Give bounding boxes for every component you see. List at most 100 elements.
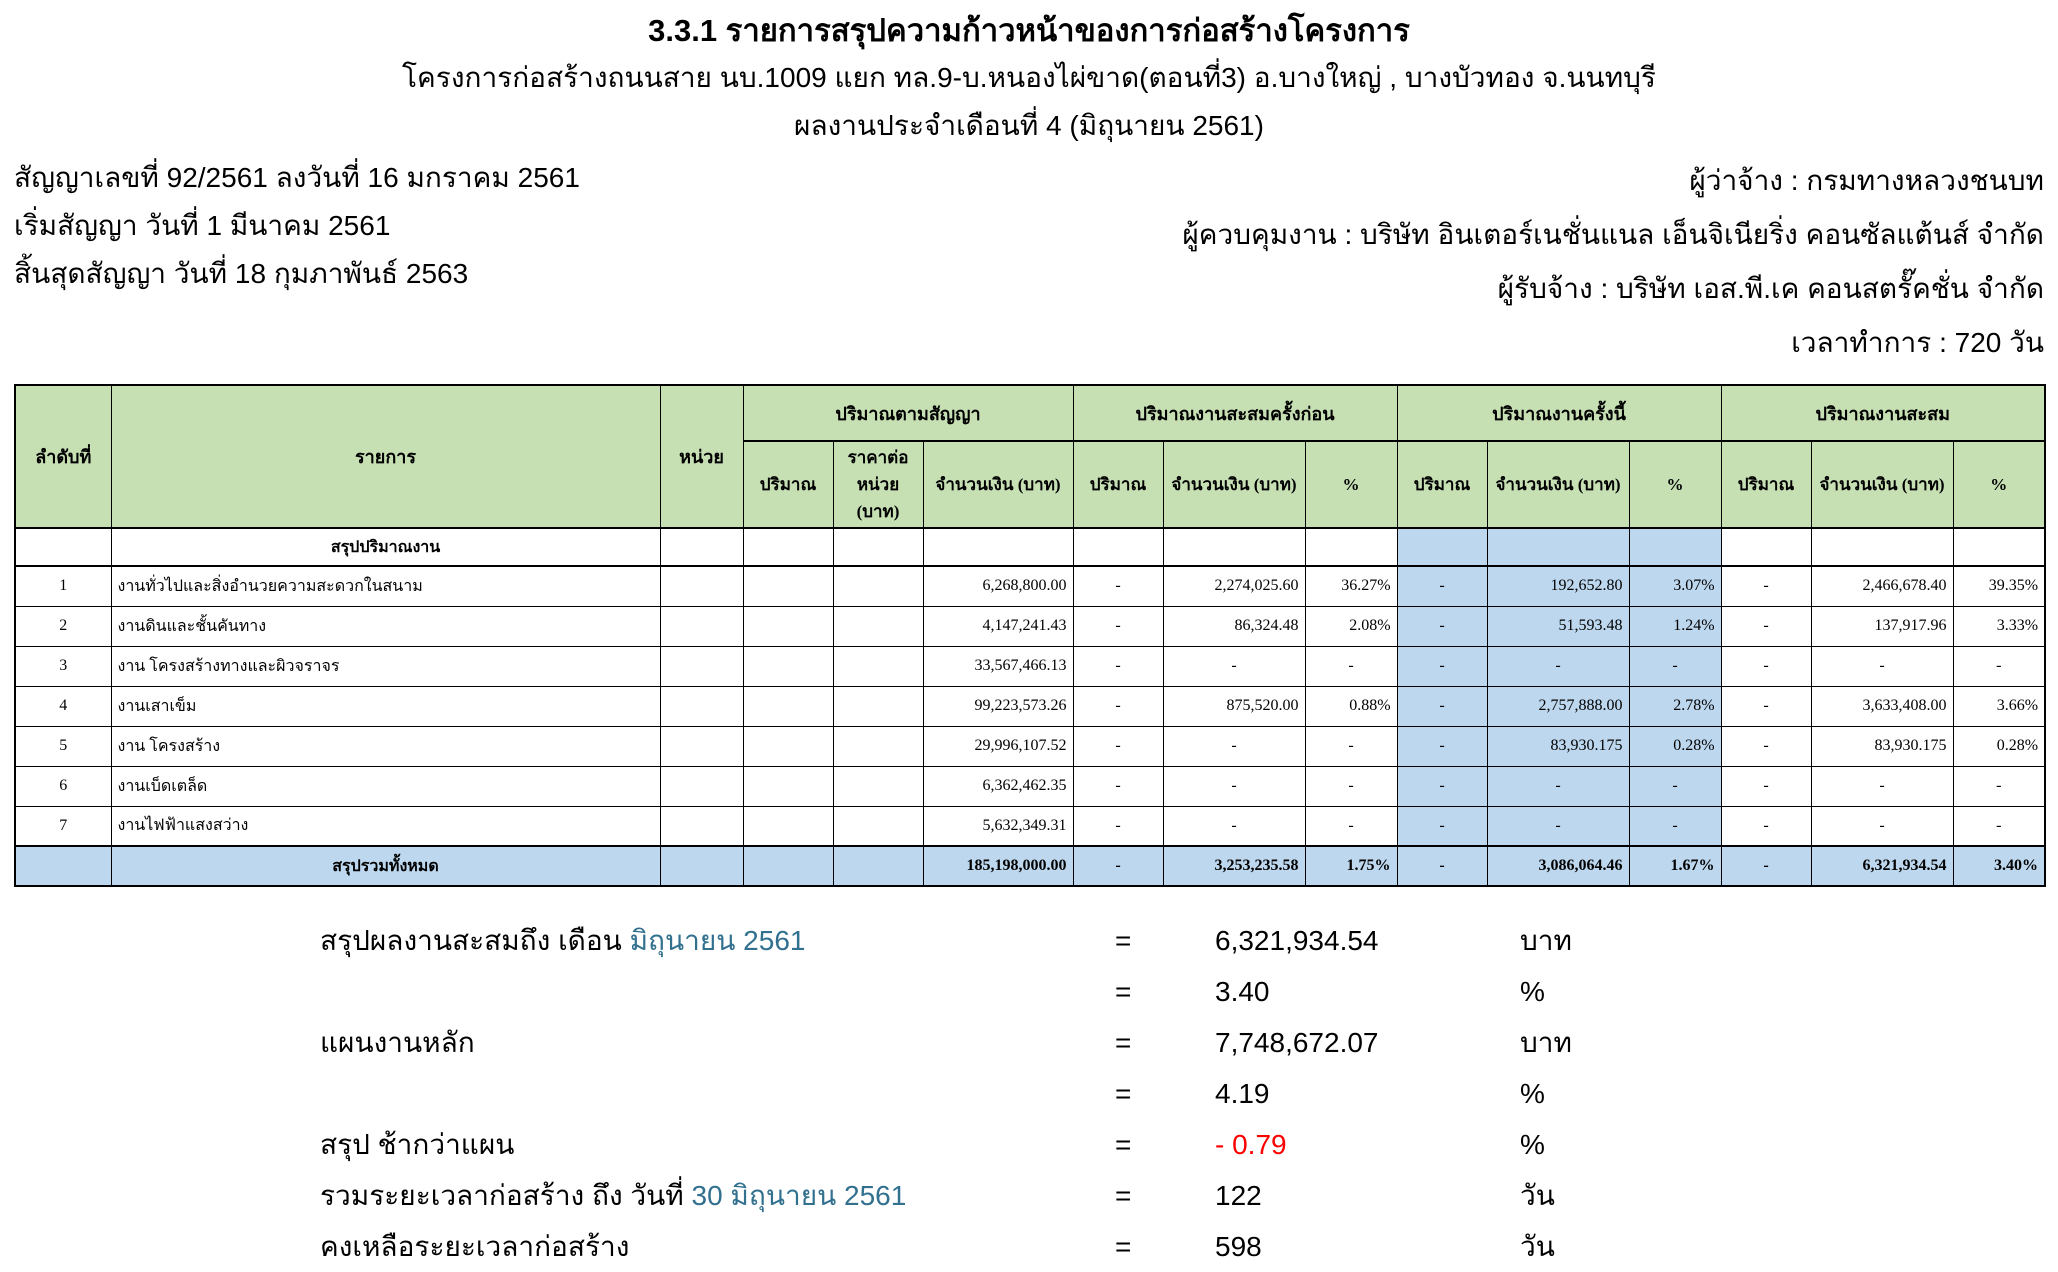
summary-value: 122 (1215, 1179, 1262, 1211)
cell-unit (659, 805, 744, 847)
header-prev-qty: ปริมาณ (1072, 440, 1164, 529)
cell-contract-amount: 6,362,462.35 (922, 765, 1074, 807)
table-row: 3 งาน โครงสร้างทางและผิวจราจร 33,567,466.1… (14, 645, 2046, 687)
cell-no: 7 (14, 805, 112, 847)
cell-this-amount: 83,930.175 (1486, 725, 1630, 767)
cell-this-amount: 192,652.80 (1486, 565, 1630, 607)
cell-this-qty: - (1396, 685, 1488, 727)
summary-value: 6,321,934.54 (1215, 924, 1379, 956)
cell-unit (659, 725, 744, 767)
summary-row: รวมระยะเวลาก่อสร้าง ถึง วันที่ 30 มิถุนา… (320, 1170, 2058, 1221)
summary-equals: = (1115, 1230, 1132, 1262)
progress-table-body: สรุปปริมาณงาน 1 งานทั่วไปและสิ่งอำนวยความส… (14, 527, 2046, 887)
summary-equals: = (1115, 1179, 1132, 1211)
cell-accum-qty: - (1720, 765, 1812, 807)
cell-prev-qty: - (1072, 805, 1164, 847)
header-accum-pct: % (1952, 440, 2046, 529)
cell-contract-qty (742, 805, 834, 847)
cell-this-pct: 2.78% (1628, 685, 1722, 727)
summary-row: สรุปผลงานสะสมถึง เดือน มิถุนายน 2561 = 6,3… (320, 915, 2058, 966)
cell-contract-amount: 185,198,000.00 (922, 845, 1074, 887)
summary-label: สรุปผลงานสะสมถึง เดือน มิถุนายน 2561 (320, 919, 1115, 963)
cell-this-amount: 2,757,888.00 (1486, 685, 1630, 727)
supervisor: ผู้ควบคุมงาน : บริษัท อินเตอร์เนชั่นแนล … (1182, 219, 2044, 250)
cell-accum-pct: 39.35% (1952, 565, 2046, 607)
summary-label: แผนงานหลัก (320, 1021, 1115, 1065)
cell-no: 1 (14, 565, 112, 607)
cell-item: งานดินและชั้นคันทาง (110, 605, 661, 647)
cell-contract-qty (742, 565, 834, 607)
cell-accum-pct: 0.28% (1952, 725, 2046, 767)
table-row: 4 งานเสาเข็ม 99,223,573.26-875,520.00 0.88%… (14, 685, 2046, 727)
cell-this-pct (1628, 527, 1722, 567)
header-item: รายการ (110, 384, 661, 529)
cell-unit (659, 565, 744, 607)
header-prev-pct: % (1304, 440, 1398, 529)
cell-contract-qty (742, 527, 834, 567)
cell-unit-price (832, 765, 924, 807)
cell-accum-pct: 3.66% (1952, 685, 2046, 727)
cell-this-pct: 3.07% (1628, 565, 1722, 607)
cell-contract-amount: 5,632,349.31 (922, 805, 1074, 847)
cell-this-pct: 0.28% (1628, 725, 1722, 767)
cell-prev-pct: 0.88% (1304, 685, 1398, 727)
cell-this-qty: - (1396, 725, 1488, 767)
cell-no (14, 527, 112, 567)
cell-accum-amount: - (1810, 805, 1954, 847)
cell-prev-qty: - (1072, 685, 1164, 727)
cell-accum-amount: 6,321,934.54 (1810, 845, 1954, 887)
cell-prev-amount: 3,253,235.58 (1162, 845, 1306, 887)
cell-prev-pct: - (1304, 725, 1398, 767)
header-this-qty: ปริมาณ (1396, 440, 1488, 529)
header-this-amount: จำนวนเงิน (บาท) (1486, 440, 1630, 529)
header-prev-amount: จำนวนเงิน (บาท) (1162, 440, 1306, 529)
table-row: 5 งาน โครงสร้าง 29,996,107.52- - - -83,930.17… (14, 725, 2046, 767)
cell-unit (659, 645, 744, 687)
cell-contract-qty (742, 685, 834, 727)
summary-label-text: แผนงานหลัก (320, 1026, 475, 1058)
summary-label-text: คงเหลือระยะเวลาก่อสร้าง (320, 1230, 630, 1262)
cell-no (14, 845, 112, 887)
summary-unit: บาท (1520, 924, 1572, 956)
project-name: โครงการก่อสร้างถนนสาย นบ.1009 แยก ทล.9-บ… (402, 62, 1656, 93)
cell-prev-qty: - (1072, 565, 1164, 607)
cell-item: สรุปรวมทั้งหมด (110, 845, 661, 887)
report-period: ผลงานประจำเดือนที่ 4 (มิถุนายน 2561) (794, 110, 1264, 141)
cell-this-amount: 3,086,064.46 (1486, 845, 1630, 887)
cell-this-qty: - (1396, 645, 1488, 687)
cell-this-pct: - (1628, 765, 1722, 807)
cell-contract-amount (922, 527, 1074, 567)
header-contract-qty: ปริมาณ (742, 440, 834, 529)
summary-label: รวมระยะเวลาก่อสร้าง ถึง วันที่ 30 มิถุนา… (320, 1174, 1115, 1218)
summary-value: 598 (1215, 1230, 1262, 1262)
cell-prev-qty: - (1072, 725, 1164, 767)
working-duration: เวลาทำการ : 720 วัน (1791, 327, 2044, 358)
contract-info: สัญญาเลขที่ 92/2561 ลงวันที่ 16 มกราคม 2… (0, 150, 2058, 370)
contract-end-date: สิ้นสุดสัญญา วันที่ 18 กุมภาพันธ์ 2563 (14, 258, 469, 289)
progress-table: ลำดับที่ รายการ หน่วย ปริมาณตามสัญญา ปริ… (14, 384, 2047, 887)
cell-accum-amount (1810, 527, 1954, 567)
cell-prev-amount: - (1162, 725, 1306, 767)
table-row: 7 งานไฟฟ้าแสงสว่าง 5,632,349.31- - - - - - - - - (14, 805, 2046, 847)
cell-contract-qty (742, 605, 834, 647)
cell-accum-pct: 3.33% (1952, 605, 2046, 647)
summary-equals: = (1115, 1077, 1132, 1109)
cell-unit-price (832, 805, 924, 847)
cell-this-pct: 1.67% (1628, 845, 1722, 887)
cell-unit (659, 765, 744, 807)
cell-accum-pct: - (1952, 765, 2046, 807)
cell-prev-pct: 2.08% (1304, 605, 1398, 647)
cell-prev-amount: 2,274,025.60 (1162, 565, 1306, 607)
cell-this-qty: - (1396, 805, 1488, 847)
contract-info-right: ผู้ว่าจ้าง : กรมทางหลวงชนบท ผู้ควบคุมงาน… (1182, 154, 2044, 370)
cell-unit (659, 685, 744, 727)
cell-contract-amount: 99,223,573.26 (922, 685, 1074, 727)
cell-this-qty: - (1396, 605, 1488, 647)
summary-unit: % (1520, 1128, 1545, 1160)
cell-accum-amount: 137,917.96 (1810, 605, 1954, 647)
cell-this-qty (1396, 527, 1488, 567)
cell-unit (659, 845, 744, 887)
summary-equals: = (1115, 1128, 1132, 1160)
summary-value: 7,748,672.07 (1215, 1026, 1379, 1058)
cell-accum-qty: - (1720, 845, 1812, 887)
